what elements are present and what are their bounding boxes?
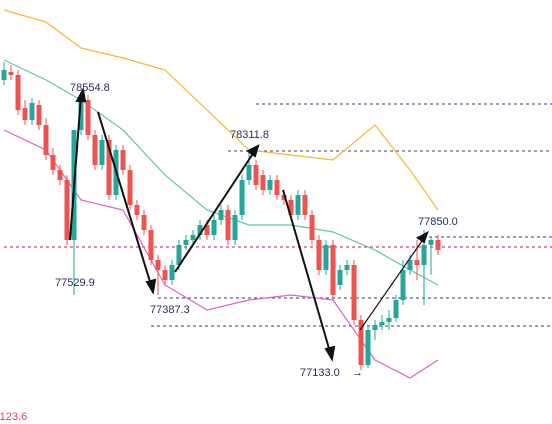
candle-body [281, 195, 287, 200]
candle-body [120, 150, 126, 170]
candle-body [190, 235, 196, 240]
candle-body [337, 270, 343, 285]
candle-body [421, 245, 427, 265]
candle-body [428, 240, 434, 245]
candle-body [344, 265, 350, 270]
candle-body [435, 240, 441, 250]
candle-body [99, 140, 105, 165]
candle-body [197, 225, 203, 235]
price-annotation: 78554.8 [70, 82, 110, 94]
candle-body [64, 180, 70, 240]
candle-body [309, 215, 315, 240]
candle-body [162, 270, 168, 280]
candle-body [155, 260, 161, 270]
arrow-head [246, 144, 260, 158]
candle-body [1, 70, 7, 80]
band-line [3, 9, 439, 211]
candle-body [127, 170, 133, 205]
candle-body [57, 170, 63, 180]
candle-body [414, 260, 420, 265]
candle-body [43, 125, 49, 155]
candle-body [330, 245, 336, 295]
candle-body [232, 215, 238, 240]
candle-body [22, 108, 28, 120]
arrow-head [145, 278, 157, 295]
candle-body [365, 330, 371, 365]
arrow-head [324, 345, 336, 362]
price-annotation: 77850.0 [418, 216, 458, 228]
candle-body [316, 240, 322, 270]
candle-body [183, 240, 189, 245]
candle-body [260, 175, 266, 190]
candle-body [351, 265, 357, 320]
candle-body [176, 245, 182, 265]
candle-body [267, 180, 273, 190]
candle-body [36, 105, 42, 125]
candle-body [50, 155, 56, 170]
candle-body [407, 260, 413, 270]
candle-body [141, 215, 147, 230]
candle-body [295, 195, 301, 215]
candle-body [15, 75, 21, 110]
price-annotation: 77133.0 [300, 367, 340, 379]
candle-body [288, 200, 294, 215]
candle-body [302, 195, 308, 215]
candle-body [85, 100, 91, 135]
trend-line [282, 189, 331, 353]
candle-body [78, 100, 84, 130]
trend-line [97, 111, 152, 286]
price-annotation: 77387.3 [150, 304, 190, 316]
candle-body [323, 245, 329, 270]
candle-body [211, 220, 217, 235]
candle-body [8, 72, 14, 75]
trend-line [359, 237, 425, 331]
candle-body [246, 165, 252, 180]
candle-body [218, 210, 224, 220]
price-annotation: 77529.9 [55, 277, 95, 289]
candle-body [379, 322, 385, 325]
candle-body [29, 103, 35, 120]
candle-body [386, 318, 392, 322]
candle-body [169, 265, 175, 280]
candle-body [274, 180, 280, 195]
candle-body [372, 325, 378, 330]
candle-body [393, 300, 399, 318]
candle-body [358, 320, 364, 365]
candle-body [225, 210, 231, 240]
trend-line [174, 151, 255, 273]
candle-body [106, 140, 112, 195]
arrow-head [416, 230, 429, 244]
trend-arrows [69, 87, 429, 362]
candle-body [134, 205, 140, 215]
candle-body [92, 135, 98, 165]
arrow-glyph: → [352, 367, 363, 379]
trend-line [69, 95, 82, 241]
footer-value: -123.6 [0, 411, 27, 423]
band-line [3, 129, 439, 379]
candle-body [239, 180, 245, 215]
candle-body [204, 225, 210, 235]
candle-body [400, 270, 406, 300]
candle-body [148, 230, 154, 260]
candle-body [253, 165, 259, 185]
price-annotation: 78311.8 [230, 129, 269, 141]
arrow-head [75, 87, 87, 102]
